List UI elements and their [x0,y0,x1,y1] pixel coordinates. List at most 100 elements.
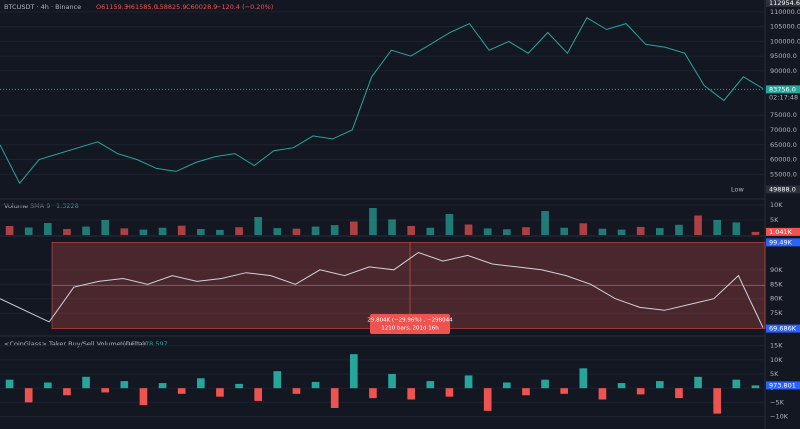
axis-label: 75000.0 [770,111,797,119]
axis-label: 85K [770,280,783,288]
delta-bar [598,388,607,400]
delta-bar [694,376,702,389]
volume-bar [196,229,205,235]
delta-last-bg [766,381,800,390]
box-bottom: 69.686K [769,325,797,333]
price-line [0,251,764,328]
axis-label: 80K [770,295,783,303]
volume-bar [675,224,683,235]
volume-bar [216,229,224,235]
delta-bar [273,371,282,389]
delta-bar [751,385,760,389]
volume-bar [254,217,263,235]
delta-bar [713,388,722,414]
axis-label: 100000.0 [770,37,800,45]
delta-bar [426,381,435,389]
volume-bar [560,227,569,235]
delta-bar [407,388,416,400]
axis-label: 60000.0 [770,156,797,164]
countdown: 02:17:48 [769,93,798,101]
delta-bar [63,388,71,396]
symbol[interactable]: BTCUSDT · 4h · Binance [4,3,81,11]
volume-last-bg [766,227,800,236]
delta-bar [24,388,33,403]
axis-label: 75K [770,309,783,317]
volume-bar [24,227,33,235]
measure-label: 1210 bars, 201d 16h [381,326,439,332]
volume-bar [82,226,90,235]
volume-bar [636,226,645,235]
volume-bar [483,228,492,235]
measure-label: 29.804K (−29.96%) , −298044 [367,318,453,324]
volume-bar [732,222,741,235]
volume-bar [349,221,358,235]
axis-label: −10K [770,413,789,421]
ohlc-change: −120.4 (−0.20%) [216,3,273,11]
box-bottom-bg [766,324,800,333]
ohlc-high: H61585.0 [126,3,158,11]
axis-label: 65000.0 [770,141,797,149]
volume-bar [751,231,760,235]
delta-bar [216,388,224,397]
delta-bar [139,388,148,406]
delta-bar [579,368,588,389]
delta-bar [445,388,454,397]
delta-bar [502,382,511,389]
volume-bar [426,227,435,235]
delta-bar [617,383,626,389]
axis-label: 5K [770,216,779,224]
axis-label: 105000.0 [770,23,800,31]
volume-bar [369,208,377,235]
volume-bar [655,228,664,235]
delta-bar [43,382,52,389]
volume-last: 1.041K [769,228,793,236]
volume-reading: 1.3228 [56,202,79,210]
price-line [0,17,764,185]
volume-bar [63,229,71,235]
volume-bar [598,228,607,235]
volume-bar [522,227,530,235]
last-price: 83756.0 [769,85,796,93]
volume-bar [235,227,243,235]
delta-bar [254,388,263,401]
axis-label: 70000.0 [770,126,797,134]
axis-label: 5K [770,370,779,378]
volume-bar [43,223,52,235]
delta-bar [483,388,492,411]
ohlc-low: L58825.9 [156,3,187,11]
volume-bar [273,228,282,235]
low-price: 49888.0 [769,185,796,193]
box-top: 99.49K [769,238,793,246]
delta-bar [101,388,110,393]
ohlc-open: O61159.3 [96,3,128,11]
box-top-bg [766,238,800,247]
delta-bar [464,375,473,389]
delta-bar [311,381,320,389]
delta-bar [292,388,301,394]
volume-bar [541,211,549,235]
last-price-bg [766,85,800,94]
delta-bar [732,379,741,389]
volume-bar [158,227,167,235]
delta-bar [675,388,683,399]
delta-bar [560,388,569,394]
volume-title[interactable]: Volume [4,202,28,210]
low-price-bg [766,185,800,194]
volume-bar [464,224,473,235]
axis-label: 10K [770,201,783,209]
volume-bar [617,229,626,235]
delta-bar [82,376,90,389]
delta-bar [120,381,129,389]
axis-label: 90000.0 [770,67,797,75]
delta-title[interactable]: <CoinGlass> Taker Buy/Sell Volume (Delta… [4,340,145,348]
delta-bar [522,388,530,396]
measure-label-bg [370,314,450,334]
low-tag: Low [731,185,744,193]
volume-bar [139,229,148,235]
volume-bar [445,214,454,235]
volume-bar [5,226,14,235]
delta-filter: No Filter [120,340,147,348]
volume-indicator: SMA 9 [30,202,50,210]
